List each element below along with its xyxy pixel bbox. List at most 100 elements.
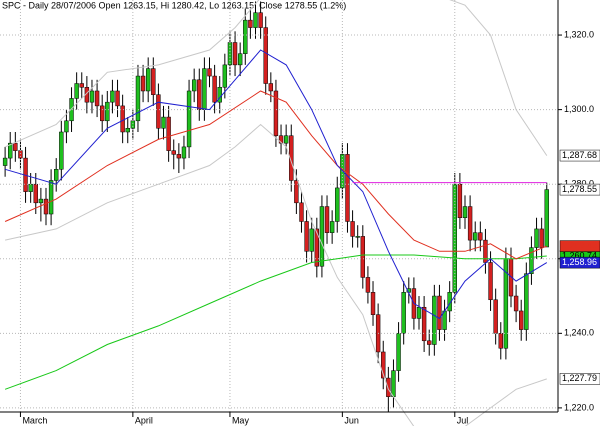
candle-body	[319, 206, 325, 267]
candle-body	[457, 183, 463, 218]
candle-body	[13, 142, 18, 151]
indicator-line	[4, 0, 548, 156]
candle-body	[130, 120, 136, 129]
value-label-box	[559, 240, 600, 252]
candle-body	[38, 198, 44, 204]
candle-body	[232, 42, 238, 66]
candle-body	[145, 68, 151, 92]
candle-body	[273, 90, 279, 136]
y-tick-label: 1,220.0	[564, 402, 594, 412]
candle-body	[74, 83, 79, 99]
x-tick-label: April	[135, 415, 153, 425]
candle-body	[534, 228, 539, 248]
candle-body	[329, 221, 335, 233]
candle-body	[493, 299, 498, 334]
candle-body	[309, 228, 314, 252]
chart-title: SPC - Daily 28/07/2006 Open 1263.15, Hi …	[2, 0, 346, 10]
candle-body	[186, 90, 192, 148]
candle-body	[386, 377, 391, 397]
candle-body	[396, 333, 401, 371]
x-tick-label: Jun	[344, 415, 359, 425]
candle-body	[243, 19, 248, 54]
candle-body	[370, 292, 376, 315]
candle-body	[151, 68, 156, 95]
indicator-line	[4, 49, 548, 320]
candle-body	[212, 75, 217, 103]
y-tick-label: 1,320.0	[564, 29, 594, 39]
candle-body	[253, 12, 258, 28]
candle-body	[427, 340, 432, 345]
candle-body	[529, 247, 534, 274]
candle-body	[222, 64, 228, 88]
candle-body	[171, 150, 176, 155]
value-label-box	[559, 149, 600, 162]
candle-body	[43, 198, 49, 215]
candle-body	[539, 228, 544, 248]
indicator-line	[4, 123, 547, 426]
candle-body	[452, 183, 457, 293]
candle-body	[391, 370, 396, 397]
candle-body	[289, 135, 294, 181]
candle-body	[421, 306, 427, 342]
candle-body	[498, 333, 503, 349]
candle-body	[462, 206, 468, 218]
candle-body	[473, 232, 478, 241]
candle-body	[176, 154, 182, 159]
candle-body	[294, 180, 299, 204]
candle-body	[283, 135, 289, 144]
candle-body	[416, 306, 422, 319]
candle-body	[519, 310, 524, 330]
value-label-box	[559, 183, 600, 196]
value-label: 1,278.55	[562, 184, 597, 194]
candle-body	[278, 135, 284, 144]
candle-body	[166, 116, 171, 151]
candle-body	[140, 75, 146, 92]
value-label: 1,227.79	[562, 373, 597, 383]
value-label: 1,287.68	[562, 150, 597, 160]
candle-body	[2, 157, 8, 166]
plot-area	[2, 1, 549, 412]
y-tick-label: 1,300.0	[564, 104, 594, 114]
candle-body	[48, 180, 54, 215]
candle-body	[524, 273, 529, 330]
candle-body	[467, 206, 473, 241]
value-label: 1,260.74	[562, 250, 597, 260]
candle-body	[268, 83, 274, 92]
candle-body	[365, 277, 371, 293]
candle-body	[304, 221, 309, 252]
candle-body	[350, 221, 355, 237]
candle-body	[100, 105, 105, 122]
candle-body	[381, 351, 386, 379]
candle-body	[28, 183, 33, 192]
candle-body	[299, 202, 304, 222]
candle-body	[207, 68, 212, 77]
candle-body	[105, 101, 110, 122]
candle-body	[33, 183, 38, 204]
candle-body	[437, 295, 442, 330]
candle-body	[181, 146, 187, 159]
value-label-box	[559, 256, 600, 269]
candle-body	[125, 128, 130, 133]
y-tick-label: 1,280.0	[564, 179, 594, 189]
candle-body	[314, 228, 320, 267]
candle-body	[248, 19, 253, 28]
candle-body	[94, 90, 100, 107]
value-label: 1,258.96	[562, 257, 597, 267]
candle-body	[202, 68, 207, 110]
candle-body	[401, 292, 406, 334]
value-label: 1,263.40	[562, 240, 597, 250]
candle-body	[110, 90, 115, 103]
candle-body	[324, 206, 330, 233]
candle-body	[488, 262, 493, 301]
candle-body	[258, 12, 263, 28]
x-tick-label: May	[232, 415, 250, 425]
candle-body	[355, 236, 360, 238]
candle-body	[79, 83, 84, 88]
candle-body	[89, 90, 95, 103]
candle-body	[513, 295, 519, 312]
candle-body	[483, 239, 488, 263]
candle-body	[191, 79, 197, 92]
candle-body	[263, 27, 268, 84]
indicator-line	[4, 254, 547, 390]
